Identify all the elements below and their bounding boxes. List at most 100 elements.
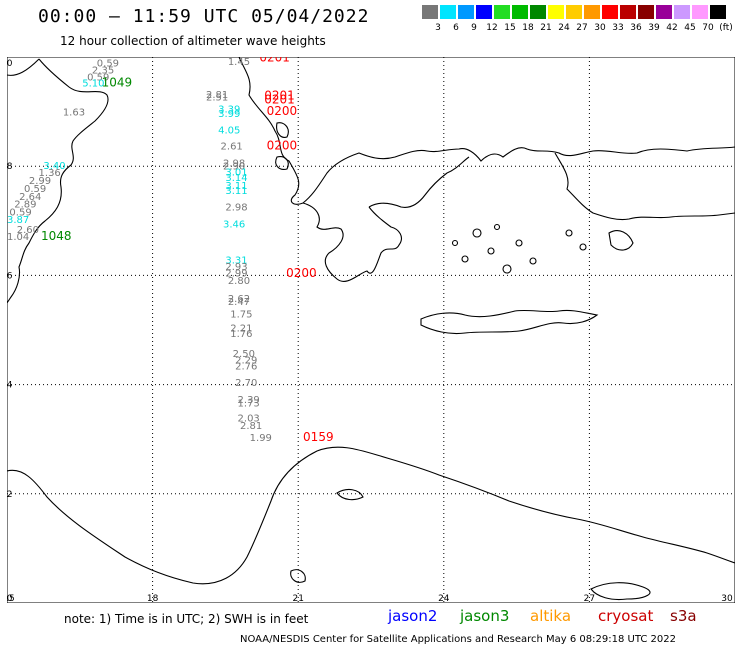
wave-height-value: 1.73 — [238, 398, 260, 409]
lon-tick-label: 15 — [7, 594, 15, 603]
satellite-name: s3a — [670, 607, 697, 625]
wave-height-value: 2.29 — [235, 355, 257, 366]
wave-height-value: 2.98 — [223, 159, 245, 170]
coast-libya — [7, 446, 735, 585]
coast-rhodes — [608, 230, 634, 251]
pass-time-label: 1048 — [41, 229, 72, 243]
wave-height-value: 1.76 — [230, 329, 252, 340]
wave-height-value: 1.99 — [250, 433, 272, 444]
legend-label: 27 — [576, 23, 588, 33]
lon-tick-label: 24 — [438, 594, 450, 603]
wave-height-value: 3.31 — [225, 255, 247, 266]
legend-swatch — [638, 5, 654, 19]
legend-label: 45 — [684, 23, 696, 33]
wave-height-value: 2.99 — [29, 176, 51, 187]
wave-height-value: 2.80 — [228, 276, 250, 287]
wave-height-value: 2.51 — [206, 93, 228, 104]
pass-time-label: 0201 — [259, 57, 290, 64]
wave-height-value: 1.63 — [63, 107, 85, 118]
legend-swatch — [674, 5, 690, 19]
legend-label: 18 — [522, 23, 534, 33]
wave-height-value: 1.36 — [39, 168, 61, 179]
coast-albania — [238, 57, 304, 205]
legend-swatch — [530, 5, 546, 19]
wave-height-value: 3.99 — [218, 109, 240, 120]
legend-swatch — [458, 5, 474, 19]
wave-height-value: 3.40 — [43, 161, 65, 172]
wave-height-value: 0.59 — [9, 207, 31, 218]
legend-swatch — [710, 5, 726, 19]
wave-height-value: 2.50 — [233, 349, 255, 360]
legend-label: 12 — [486, 23, 498, 33]
axis-tick-labels: 15 18 21 24 27 30 40 38 36 34 32 30 — [7, 59, 733, 603]
wave-height-value: 3.46 — [223, 219, 245, 230]
wave-height-value: 2.62 — [228, 294, 250, 305]
legend-label: 15 — [504, 23, 516, 33]
wave-height-value: 2.47 — [228, 297, 250, 308]
coast-attica — [368, 156, 470, 208]
footer-credit: NOAA/NESDIS Center for Satellite Applica… — [240, 634, 676, 645]
satellite-name: jason2 — [388, 607, 438, 625]
wave-height-value: 3.39 — [218, 105, 240, 116]
wave-height-value: 5.10 — [82, 78, 104, 89]
pass-time-label: 0200 — [267, 138, 298, 152]
wave-height-value: 2.70 — [235, 378, 257, 389]
legend-swatch — [566, 5, 582, 19]
lat-tick-label: 38 — [7, 162, 13, 172]
wave-height-value: 2.98 — [225, 202, 247, 213]
pass-time-label: 0159 — [303, 430, 334, 444]
wave-height-value: 3.11 — [225, 181, 247, 192]
lat-tick-label: 34 — [7, 381, 13, 391]
lon-tick-label: 27 — [584, 594, 595, 603]
coast-peloponnese — [302, 202, 402, 282]
legend-swatch — [440, 5, 456, 19]
wave-height-value: 2.81 — [240, 421, 262, 432]
wave-height-value: 2.81 — [206, 90, 228, 101]
legend-label: (ft) — [719, 23, 733, 33]
wave-height-value: 2.60 — [17, 225, 39, 236]
legend-label: 6 — [453, 23, 459, 33]
wave-height-value: 1.75 — [230, 309, 252, 320]
wave-height-value: 2.03 — [238, 414, 260, 425]
legend-label: 70 — [702, 23, 714, 33]
satellite-name: altika — [530, 607, 572, 625]
wave-height-value: 3.11 — [225, 186, 247, 197]
wave-height-value: 3.01 — [225, 167, 247, 178]
legend-label: 24 — [558, 23, 570, 33]
legend-label: 42 — [666, 23, 678, 33]
legend-label: 9 — [471, 23, 477, 33]
coastlines — [7, 57, 735, 601]
legend-label: 3 — [435, 23, 441, 33]
coast-corfu — [276, 122, 289, 138]
footer-note: note: 1) Time is in UTC; 2) SWH is in fe… — [64, 612, 309, 626]
legend-label: 39 — [648, 23, 660, 33]
legend-label: 33 — [612, 23, 624, 33]
map-subtitle: 12 hour collection of altimeter wave hei… — [60, 34, 326, 48]
wave-height-value: 2.21 — [230, 324, 252, 335]
satellite-name: jason3 — [460, 607, 510, 625]
legend-label: 36 — [630, 23, 642, 33]
graticule — [7, 57, 735, 603]
wave-height-value: 2.61 — [221, 141, 243, 152]
lat-tick-label: 40 — [7, 59, 13, 69]
coast-crete — [420, 309, 599, 335]
observation-values: 0.592.350.595.101.633.401.362.990.592.64… — [7, 57, 272, 444]
wave-height-value: 2.76 — [235, 361, 257, 372]
lon-tick-label: 21 — [292, 594, 303, 603]
wave-height-value: 2.39 — [238, 395, 260, 406]
wave-height-value: 3.87 — [7, 215, 29, 226]
wave-height-value: 2.90 — [223, 161, 245, 172]
legend-label: 21 — [540, 23, 552, 33]
lat-tick-label: 30 — [7, 594, 13, 603]
wave-height-value: 0.59 — [24, 184, 46, 195]
lon-tick-label: 30 — [721, 594, 733, 603]
lon-tick-label: 18 — [147, 594, 159, 603]
legend-swatch — [422, 5, 438, 19]
legend-swatch — [692, 5, 708, 19]
wave-height-value: 0.59 — [87, 72, 109, 83]
legend-swatch — [620, 5, 636, 19]
coast-greece-north — [302, 146, 735, 204]
pass-time-label: 0200 — [286, 266, 317, 280]
coast-island-south — [590, 582, 651, 601]
